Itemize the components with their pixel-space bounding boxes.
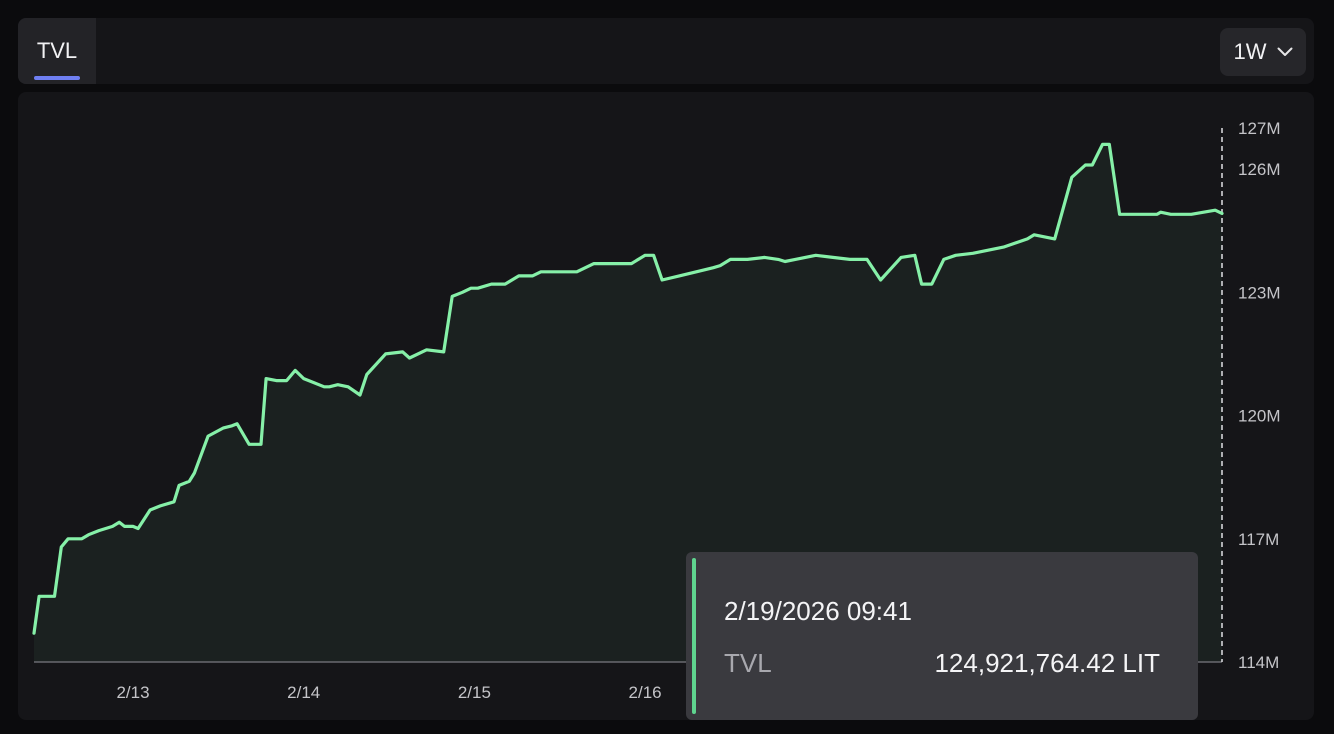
tab-tvl[interactable]: TVL [18,18,96,84]
hover-tooltip: 2/19/2026 09:41 TVL 124,921,764.42 LIT [686,552,1198,720]
x-tick-label: 2/14 [287,683,320,702]
tooltip-date: 2/19/2026 09:41 [724,596,912,626]
tooltip-series-value: 124,921,764.42 LIT [934,648,1160,678]
chevron-down-icon [1277,47,1293,57]
y-axis: 114M 117M 120M 123M 126M 127M [1238,119,1281,672]
chart-header: TVL 1W [18,18,1314,84]
y-tick-label: 127M [1238,119,1281,138]
tvl-area-fill [34,144,1222,662]
time-range-dropdown[interactable]: 1W [1220,28,1306,76]
active-tab-indicator [34,76,80,80]
time-range-value: 1W [1233,39,1267,64]
x-tick-label: 2/13 [116,683,149,702]
y-tick-label: 120M [1238,407,1281,426]
x-tick-label: 2/15 [458,683,491,702]
chart-panel: 114M 117M 120M 123M 126M 127M 2/13 2/14 2/15 2/1… [18,92,1314,720]
tooltip-series-marker [692,558,696,714]
y-tick-label: 126M [1238,160,1281,179]
tab-tvl-label: TVL [36,38,78,63]
tvl-series-line [32,142,1224,635]
y-tick-label: 114M [1238,653,1279,672]
tooltip-series-label: TVL [724,648,772,678]
y-tick-label: 117M [1238,530,1279,549]
y-tick-label: 123M [1238,283,1281,302]
x-tick-label: 2/16 [629,683,662,702]
